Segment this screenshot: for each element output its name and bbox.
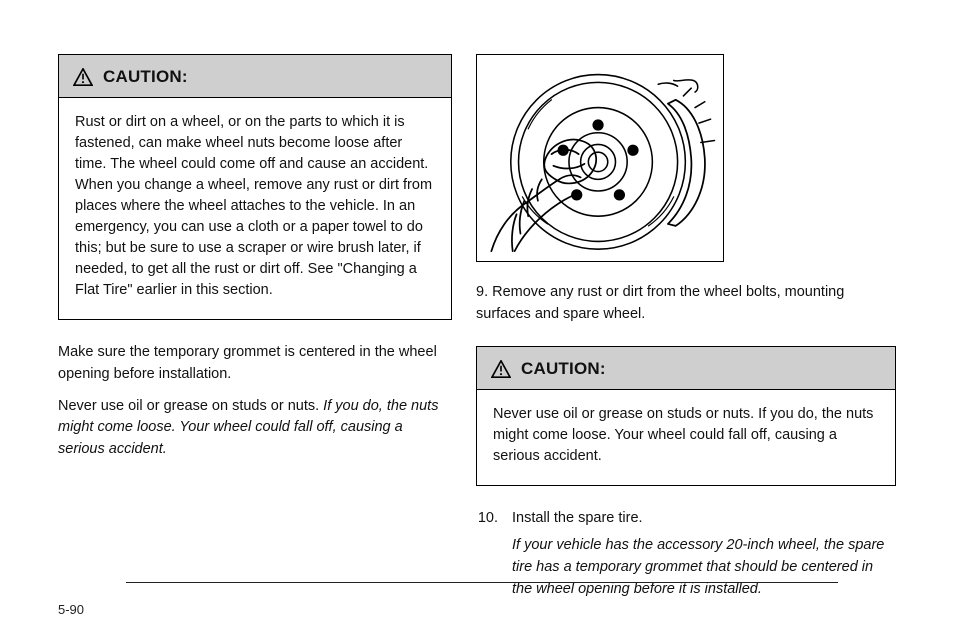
caution-header-left: CAUTION: [59, 55, 451, 98]
caution-body-right: Never use oil or grease on studs or nuts… [477, 390, 895, 485]
figure-frame [476, 54, 724, 262]
warning-triangle-icon [73, 68, 93, 86]
footer-rule [126, 582, 838, 583]
left-after-text: Make sure the temporary grommet is cente… [58, 342, 452, 461]
caution-box-right: CAUTION: Never use oil or grease on stud… [476, 346, 896, 486]
step-10: 10. Install the spare tire. If your vehi… [476, 508, 896, 601]
figure-caption: 9. Remove any rust or dirt from the whee… [476, 282, 896, 326]
caution-body-left: Rust or dirt on a wheel, or on the parts… [59, 98, 451, 319]
left-after-p2: Never use oil or grease on studs or nuts… [58, 396, 452, 461]
caution-title-right: CAUTION: [521, 359, 606, 379]
step-10-number: 10. [476, 508, 498, 601]
page-number: 5-90 [58, 602, 84, 617]
left-after-p2-prefix: Never use oil or grease on studs or nuts… [58, 398, 323, 414]
step-10-text: Install the spare tire. [512, 510, 643, 526]
caution-header-right: CAUTION: [477, 347, 895, 390]
caution-box-left: CAUTION: Rust or dirt on a wheel, or on … [58, 54, 452, 320]
left-after-p1: Make sure the temporary grommet is cente… [58, 342, 452, 386]
caution-title-left: CAUTION: [103, 67, 188, 87]
step-10-warning: If your vehicle has the accessory 20-inc… [512, 535, 896, 600]
warning-triangle-icon [491, 360, 511, 378]
brake-hub-illustration [483, 61, 717, 255]
